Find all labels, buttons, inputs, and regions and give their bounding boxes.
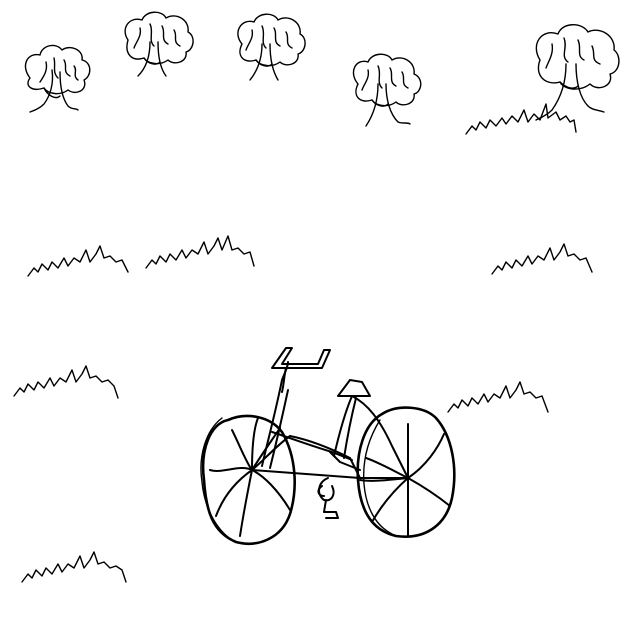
bicycle-handlebar (271, 347, 331, 393)
bicycle-pedal (317, 477, 339, 519)
grass-7 (21, 551, 127, 583)
grass-3 (145, 235, 255, 269)
grass-4 (491, 243, 593, 275)
tree-2 (124, 11, 194, 77)
tree-4 (352, 53, 422, 127)
bicycle-seat (337, 379, 371, 397)
grass-5 (13, 365, 119, 399)
grass-1 (465, 103, 577, 135)
bicycle (200, 347, 456, 545)
tree-5 (535, 24, 620, 121)
grass-2 (27, 245, 129, 277)
tree-1 (24, 44, 91, 113)
bicycle-frame (251, 361, 409, 479)
grass-6 (447, 381, 549, 413)
tree-3 (237, 13, 306, 81)
